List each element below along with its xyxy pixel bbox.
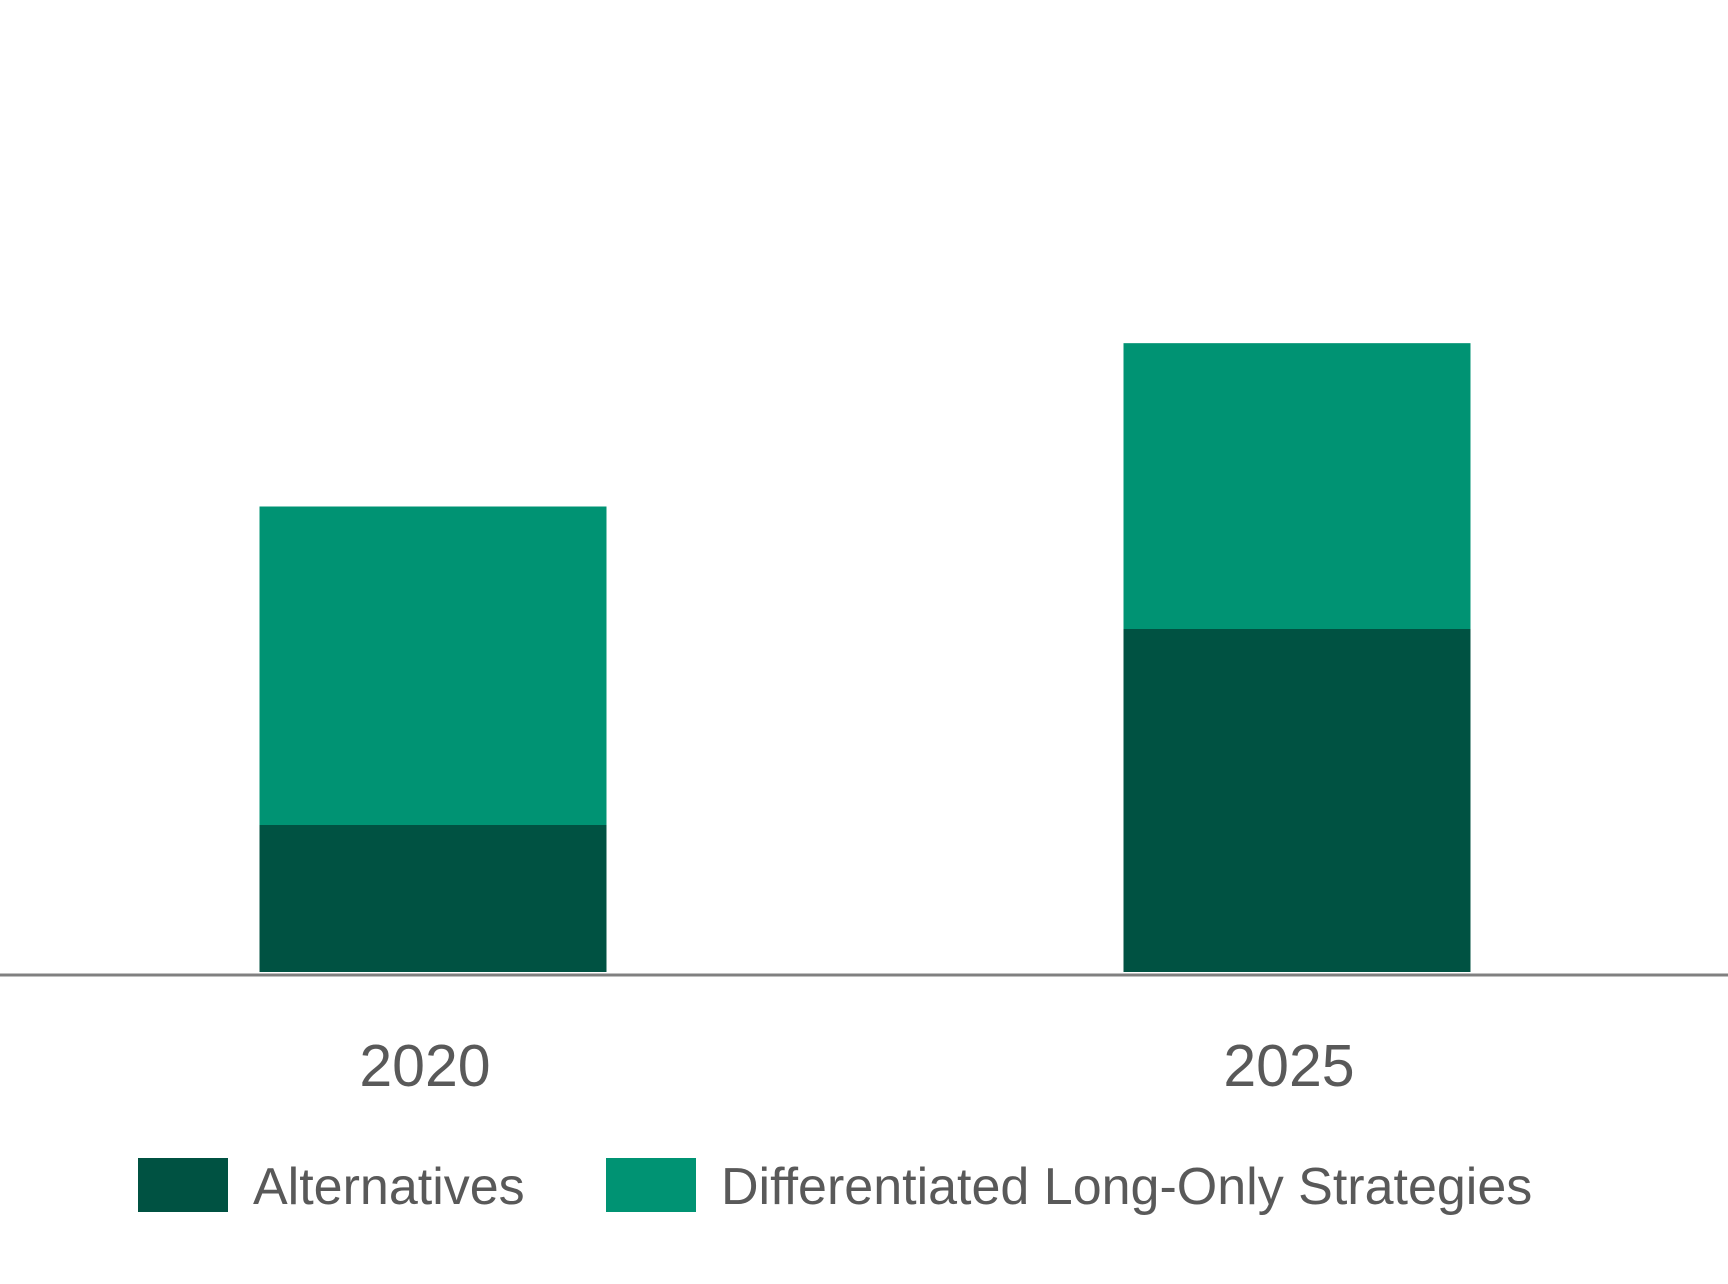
legend: Alternatives Differentiated Long-Only Str…	[138, 1158, 1532, 1216]
bar-segment-2020-differentiated-long-only	[259, 506, 607, 825]
legend-swatch-differentiated-long-only	[606, 1158, 696, 1212]
legend-label-alternatives: Alternatives	[253, 1158, 525, 1216]
bar-segment-2025-differentiated-long-only	[1123, 343, 1471, 629]
x-tick-labels: 2020 2025	[359, 1033, 1354, 1099]
legend-label-differentiated-long-only: Differentiated Long-Only Strategies	[721, 1158, 1532, 1216]
x-tick-label-2020: 2020	[359, 1033, 490, 1099]
bars-layer	[259, 343, 1471, 972]
x-tick-label-2025: 2025	[1223, 1033, 1354, 1099]
bar-segment-2025-alternatives	[1123, 629, 1471, 972]
legend-swatch-alternatives	[138, 1158, 228, 1212]
bar-segment-2020-alternatives	[259, 825, 607, 972]
